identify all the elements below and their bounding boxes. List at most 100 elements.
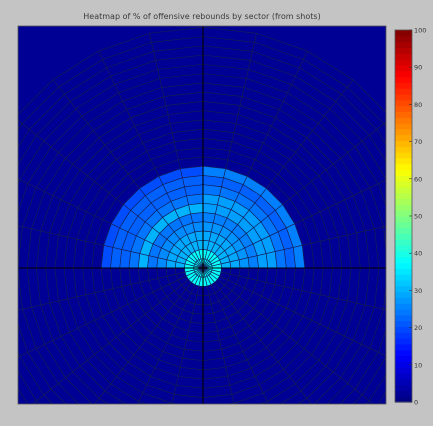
colorbar: 0 10 20 30 40 50 60 70 80 90 100: [394, 27, 426, 407]
sector-spoke: [18, 267, 204, 358]
sector-spoke: [137, 267, 204, 404]
colorbar-segment: [395, 332, 412, 339]
colorbar-segment: [395, 303, 412, 310]
colorbar-segment: [395, 338, 412, 345]
colorbar-segment: [395, 140, 412, 147]
colorbar-tick-label: 40: [414, 250, 422, 258]
colorbar-segment: [395, 198, 412, 205]
plot-frame: [17, 25, 387, 405]
colorbar-segment: [395, 157, 412, 165]
sector-spoke: [202, 267, 312, 404]
colorbar-segment: [395, 30, 412, 37]
colorbar-segment: [395, 250, 412, 258]
colorbar-segment: [395, 181, 412, 188]
ring-outline: [18, 54, 386, 404]
colorbar-segment: [395, 384, 412, 391]
sector-spoke: [202, 79, 354, 269]
colorbar-segment: [395, 390, 412, 397]
colorbar-tick-label: 30: [414, 287, 422, 295]
colorbar-segment: [395, 210, 412, 217]
sector-spoke: [202, 225, 386, 269]
colorbar-segment: [395, 309, 412, 316]
colorbar-segment: [395, 233, 412, 240]
colorbar-tick-label: 10: [414, 361, 422, 369]
colorbar-segment: [395, 76, 412, 83]
colorbar-segment: [395, 53, 412, 60]
colorbar-segment: [395, 117, 412, 124]
colorbar-segment: [395, 326, 412, 333]
colorbar-segment: [395, 396, 412, 403]
heatmap-cell-ring-1-upper-left: [193, 258, 203, 268]
colorbar-segment: [395, 274, 412, 281]
colorbar-segment: [395, 256, 412, 264]
colorbar-segment: [395, 111, 412, 118]
colorbar-segment: [395, 152, 412, 159]
sector-spoke: [171, 267, 204, 404]
colorbar-segment: [395, 361, 412, 368]
colorbar-segment: [395, 70, 412, 78]
sector-spoke: [31, 267, 204, 404]
sector-spoke: [18, 120, 204, 269]
sector-spoke: [94, 267, 204, 404]
colorbar-tick-label: 70: [414, 138, 422, 146]
sector-spoke: [18, 225, 204, 269]
colorbar-segment: [395, 88, 412, 95]
sector-spoke: [202, 179, 386, 269]
plot-area: [18, 26, 386, 404]
colorbar-segment: [395, 93, 412, 101]
colorbar-segment: [395, 35, 412, 43]
colorbar-segment: [395, 105, 412, 112]
colorbar-tick-label: 0: [414, 399, 418, 407]
colorbar-segment: [395, 239, 412, 246]
colorbar-segment: [395, 297, 412, 304]
sector-spoke: [202, 121, 386, 269]
colorbar-tick-label: 80: [414, 101, 422, 109]
ring-outline: [18, 82, 386, 404]
plot-gridlines: [18, 26, 386, 404]
colorbar-segment: [395, 291, 412, 298]
colorbar-segment: [395, 175, 412, 182]
sector-spoke: [202, 267, 386, 311]
colorbar-segment: [395, 59, 412, 66]
colorbar-segment: [395, 343, 412, 351]
colorbar-segment: [395, 41, 412, 49]
colorbar-segment: [395, 82, 412, 89]
colorbar-segment: [395, 378, 412, 386]
colorbar-segment: [395, 134, 412, 142]
colorbar-segment: [395, 279, 412, 287]
sector-spoke: [52, 79, 204, 269]
sector-spoke: [202, 267, 386, 357]
colorbar-tick-label: 60: [414, 175, 422, 183]
colorbar-tick-label: 100: [414, 27, 426, 35]
colorbar-segment: [395, 186, 412, 194]
colorbar-segment: [395, 47, 412, 54]
colorbar-tick-label: 90: [414, 64, 422, 72]
colorbar-segment: [395, 349, 412, 357]
colorbar-segment: [395, 146, 412, 153]
colorbar-segment: [395, 221, 412, 229]
colorbar-segment: [395, 64, 412, 72]
sector-spoke: [202, 267, 375, 404]
colorbar-segment: [395, 372, 412, 380]
colorbar-tick-label: 20: [414, 324, 422, 332]
sector-spoke: [149, 33, 204, 269]
colorbar-segment: [395, 355, 412, 362]
sector-spoke: [202, 267, 269, 404]
sector-spoke: [202, 267, 235, 404]
ring-outline: [18, 36, 386, 131]
colorbar-segment: [395, 123, 412, 130]
colorbar-segment: [395, 245, 412, 252]
colorbar-segment: [395, 314, 412, 322]
colorbar-segment: [395, 163, 412, 171]
colorbar-segment: [395, 192, 412, 200]
colorbar-segment: [395, 268, 412, 275]
colorbar-segment: [395, 367, 412, 374]
ring-outline: [18, 63, 386, 404]
colorbar-segment: [395, 99, 412, 107]
colorbar-segment: [395, 204, 412, 211]
colorbar-segment: [395, 216, 412, 223]
sector-spoke: [98, 50, 204, 269]
colorbar-segment: [395, 169, 412, 176]
sector-spoke: [202, 50, 308, 269]
